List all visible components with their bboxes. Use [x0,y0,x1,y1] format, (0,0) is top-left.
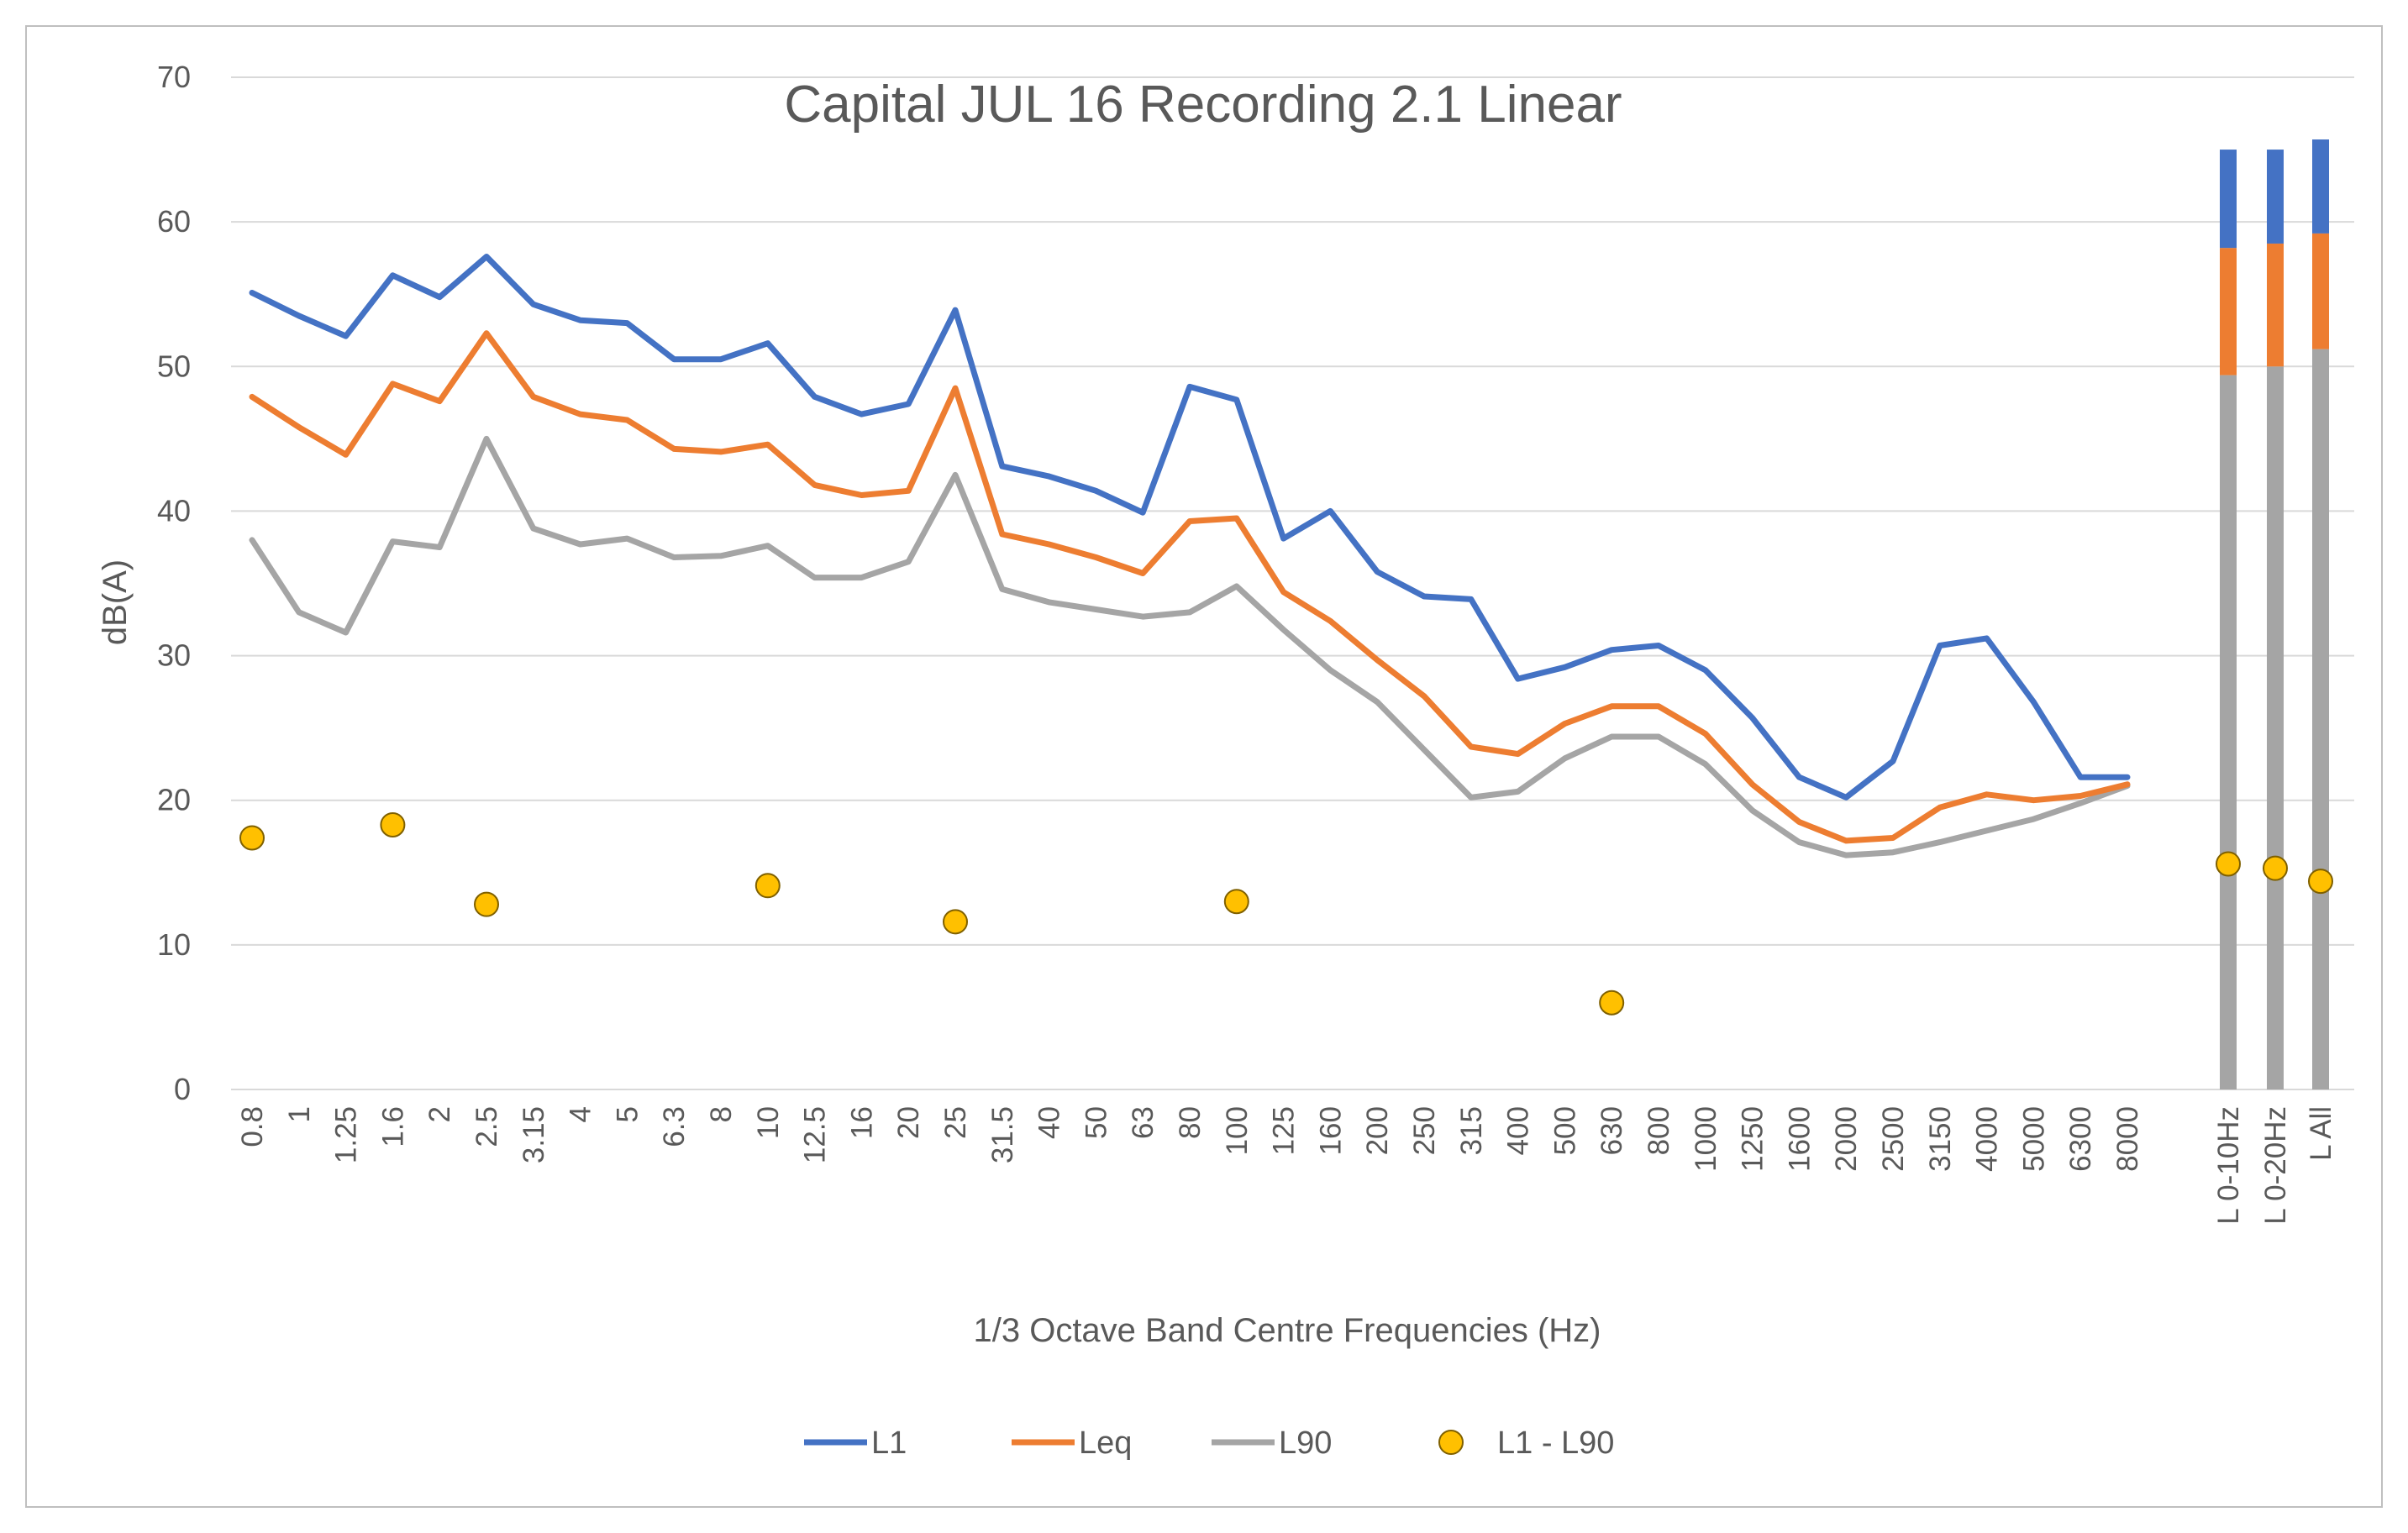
x-tick-label: 12.5 [799,1106,832,1163]
difference-point [754,873,781,899]
bar-segment-leq [2312,233,2329,349]
series-lines [249,254,2131,858]
y-tick-label: 30 [157,638,191,673]
bar-segment-l1 [2312,139,2329,234]
y-tick-label: 0 [174,1072,191,1106]
difference-point [943,909,968,935]
x-axis-title: 1/3 Octave Band Centre Frequencies (Hz) [973,1312,1601,1349]
difference-point [239,825,265,851]
x-tick-label: 2500 [1877,1106,1910,1172]
x-tick-label: L All [2305,1106,2337,1161]
legend-label: L1 - L90 [1497,1425,1614,1461]
x-tick-label: 2 [423,1106,456,1122]
x-tick-label: 6300 [2064,1106,2097,1172]
bar-segment-l1 [2267,150,2284,244]
difference-point [2308,869,2333,895]
difference-point [2263,855,2288,881]
x-tick-label: 2.5 [471,1106,503,1147]
x-tick-label: L 0-10Hz [2212,1106,2245,1225]
x-tick-label: 100 [1221,1106,1254,1155]
x-tick-label: 125 [1268,1106,1301,1155]
x-tick-label: 1 [283,1106,316,1122]
bar-segment-leq [2220,248,2237,375]
bar-segment-l90 [2312,349,2329,1090]
y-axis-title: dB(A) [97,559,134,645]
x-tick-label: 25 [939,1106,972,1139]
series-line-leq [249,330,2131,844]
stacked-bars [2220,139,2329,1090]
x-tick-label: 1000 [1690,1106,1722,1172]
legend-label: Leq [1079,1425,1132,1461]
x-axis-tick-labels: 0.8 1 1.25 1.6 2 2.5 3.15 4 5 6.3 8 10 12.5 16 20 25 31.… [236,1106,2337,1225]
x-tick-label: 500 [1548,1106,1581,1155]
legend: L1 Leq L90 L1 - L90 [804,1425,1614,1461]
x-tick-label: 40 [1033,1106,1066,1139]
x-tick-label: 20 [892,1106,925,1139]
x-tick-label: 5000 [2017,1106,2050,1172]
x-tick-label: 1250 [1737,1106,1769,1172]
difference-point [1599,990,1625,1016]
y-tick-label: 20 [157,783,191,817]
series-line-l1 [249,254,2131,801]
x-tick-label: 10 [752,1106,785,1139]
y-tick-label: 70 [157,60,191,94]
x-tick-label: 800 [1643,1106,1675,1155]
x-tick-label: 160 [1314,1106,1347,1155]
chart-svg: 0 10 20 30 40 50 60 70 0.8 1 1.25 1.6 2 2.5 3.15 4 5 6.3… [97,60,2354,1461]
difference-point [474,891,499,917]
x-tick-label: 1.6 [376,1106,409,1147]
x-tick-label: 1600 [1783,1106,1816,1172]
x-tick-label: 31.5 [986,1106,1019,1163]
x-tick-label: 3.15 [518,1106,550,1163]
y-tick-label: 60 [157,204,191,239]
y-tick-label: 50 [157,349,191,383]
x-tick-label: 630 [1596,1106,1628,1155]
x-tick-label: 400 [1502,1106,1535,1155]
x-tick-label: 8 [705,1106,738,1122]
x-tick-label: 5 [611,1106,644,1122]
bar-segment-leq [2267,243,2284,367]
x-tick-label: 80 [1174,1106,1207,1139]
x-tick-label: 2000 [1830,1106,1863,1172]
x-tick-label: 315 [1455,1106,1488,1155]
series-line-l90 [249,435,2131,858]
difference-point [380,811,406,837]
x-tick-label: 0.8 [236,1106,269,1147]
difference-point [2216,851,2241,877]
bar-segment-l90 [2267,366,2284,1089]
difference-point [1223,889,1249,915]
difference-points [239,811,2333,1016]
x-tick-label: 8000 [2111,1106,2144,1172]
gridlines [231,76,2354,1090]
legend-swatch-l1-l90 [1438,1430,1464,1455]
x-tick-label: 4000 [1971,1106,2004,1172]
bar-segment-l1 [2220,150,2237,249]
x-tick-label: 1.25 [330,1106,363,1163]
x-tick-label: 16 [845,1106,878,1139]
chart-frame: 0 10 20 30 40 50 60 70 0.8 1 1.25 1.6 2 2.5 3.15 4 5 6.3… [25,25,2383,1508]
x-tick-label: 4 [565,1106,597,1122]
x-tick-label: 3150 [1924,1106,1957,1172]
legend-label: L90 [1279,1425,1332,1461]
y-tick-label: 40 [157,493,191,528]
x-tick-label: 63 [1127,1106,1159,1139]
y-tick-label: 10 [157,927,191,962]
legend-label: L1 [871,1425,907,1461]
x-tick-label: 6.3 [658,1106,691,1147]
bar-segment-l90 [2220,375,2237,1090]
x-tick-label: 250 [1408,1106,1441,1155]
x-tick-label: L 0-20Hz [2259,1106,2292,1225]
x-tick-label: 50 [1080,1106,1112,1139]
x-tick-label: 200 [1361,1106,1394,1155]
chart-title: Capital JUL 16 Recording 2.1 Linear [784,76,1622,134]
y-axis-tick-labels: 0 10 20 30 40 50 60 70 [157,60,191,1106]
